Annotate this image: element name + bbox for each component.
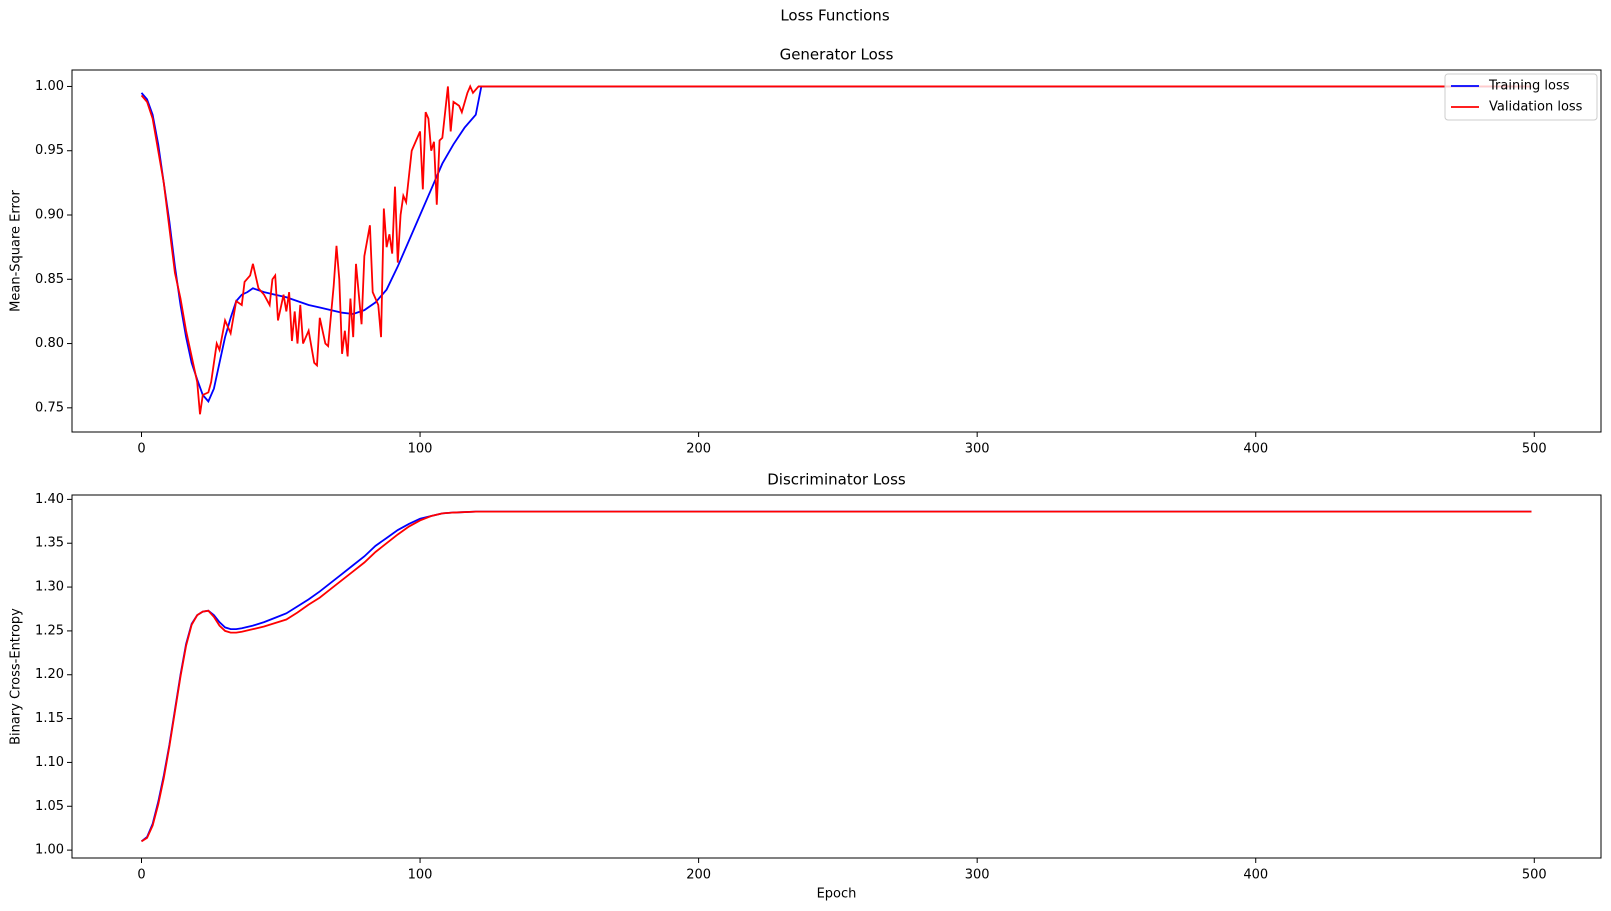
subplot-title: Generator Loss bbox=[780, 46, 894, 64]
y-tick-label: 1.10 bbox=[35, 755, 64, 770]
figure-title: Loss Functions bbox=[780, 7, 889, 25]
y-tick-label: 0.90 bbox=[35, 208, 64, 223]
x-tick-label: 300 bbox=[965, 868, 990, 883]
series-line bbox=[141, 510, 1532, 843]
y-axis-label: Binary Cross-Entropy bbox=[9, 608, 24, 745]
x-tick-label: 200 bbox=[686, 868, 711, 883]
legend-label: Training loss bbox=[1488, 79, 1570, 94]
series-line bbox=[140, 510, 1532, 843]
y-tick-label: 0.75 bbox=[35, 400, 64, 415]
y-tick-label: 0.85 bbox=[35, 272, 64, 287]
x-tick-label: 100 bbox=[408, 868, 433, 883]
y-tick-label: 1.25 bbox=[35, 623, 64, 638]
y-axis-label: Mean-Square Error bbox=[9, 189, 24, 311]
plot-frame bbox=[71, 494, 1602, 859]
series-line bbox=[140, 84, 1532, 415]
y-tick-label: 1.00 bbox=[35, 843, 64, 858]
series-line bbox=[140, 85, 1532, 404]
plot-frame bbox=[71, 69, 1602, 433]
x-tick-label: 500 bbox=[1522, 442, 1547, 457]
y-tick-label: 1.30 bbox=[35, 580, 64, 595]
y-tick-label: 1.00 bbox=[35, 79, 64, 94]
legend-box bbox=[1444, 73, 1598, 121]
y-tick-label: 0.95 bbox=[35, 143, 64, 158]
x-tick-label: 400 bbox=[1243, 868, 1268, 883]
y-tick-label: 1.35 bbox=[35, 536, 64, 551]
y-tick-label: 1.40 bbox=[35, 492, 64, 507]
x-tick-label: 500 bbox=[1522, 868, 1547, 883]
x-tick-label: 0 bbox=[137, 442, 145, 457]
legend-label: Validation loss bbox=[1489, 100, 1583, 115]
x-tick-label: 400 bbox=[1243, 442, 1268, 457]
y-tick-label: 1.15 bbox=[35, 711, 64, 726]
x-tick-label: 200 bbox=[686, 442, 711, 457]
x-tick-label: 100 bbox=[408, 442, 433, 457]
x-tick-label: 300 bbox=[965, 442, 990, 457]
x-axis-label: Epoch bbox=[817, 887, 857, 902]
y-tick-label: 1.20 bbox=[35, 667, 64, 682]
subplot-title: Discriminator Loss bbox=[767, 471, 906, 489]
y-tick-label: 0.80 bbox=[35, 336, 64, 351]
x-tick-label: 0 bbox=[137, 868, 145, 883]
y-tick-label: 1.05 bbox=[35, 799, 64, 814]
